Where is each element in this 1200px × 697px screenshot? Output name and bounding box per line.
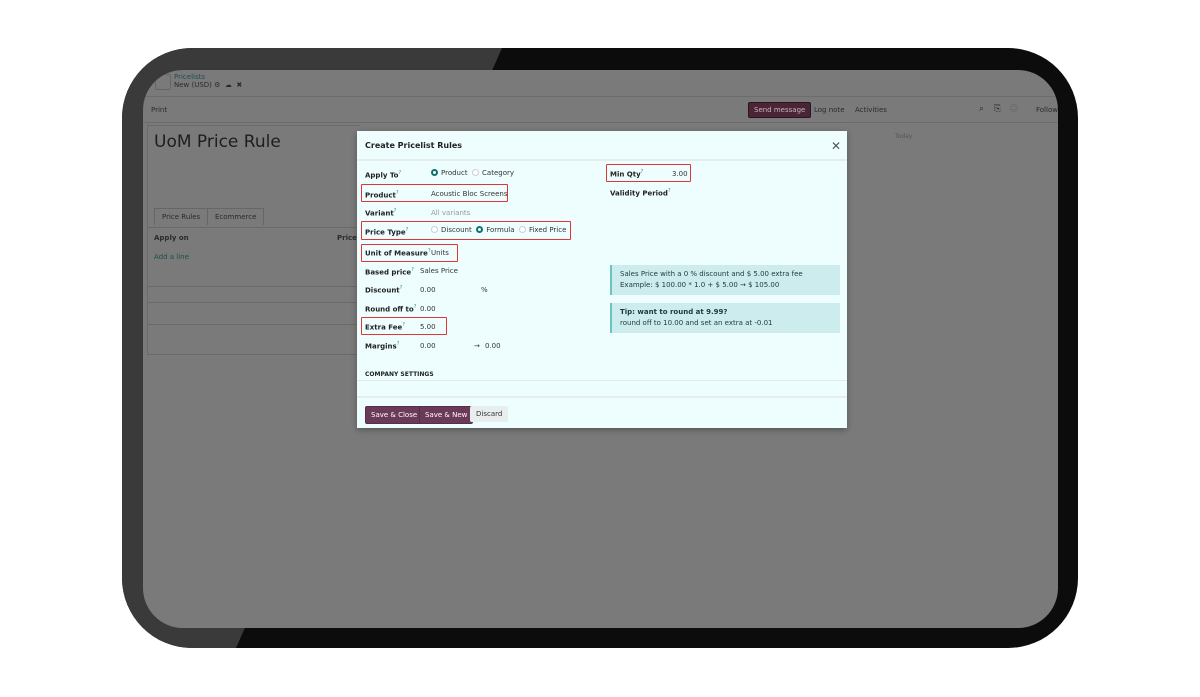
radio-formula[interactable]: Formula <box>476 226 515 234</box>
discard-icon[interactable]: ✖ <box>236 81 243 89</box>
extra-fee-field[interactable]: 5.00 <box>420 323 436 331</box>
cloud-save-icon[interactable]: ☁ <box>224 81 232 89</box>
arrow-icon: → <box>474 342 480 350</box>
record-label: New (USD) <box>174 81 212 89</box>
formula-info-alert: Sales Price with a 0 % discount and $ 5.… <box>610 265 840 295</box>
min-qty-label: Min Qty? <box>610 169 644 179</box>
close-icon[interactable]: ✕ <box>830 139 841 153</box>
breadcrumb-pricelists[interactable]: Pricelists <box>174 73 206 81</box>
info-line: Example: $ 100.00 * 1.0 + $ 5.00 → $ 105… <box>620 281 780 289</box>
percent-unit: % <box>481 286 488 294</box>
tip-line: round off to 10.00 and set an extra at -… <box>620 319 773 327</box>
dialog-header: Create Pricelist Rules ✕ <box>357 131 847 161</box>
divider <box>147 286 360 287</box>
apply-to-radio: Product Category <box>431 169 514 177</box>
tab-price-rules[interactable]: Price Rules <box>154 208 209 225</box>
discard-button[interactable]: Discard <box>470 406 509 422</box>
control-bar <box>143 97 1058 123</box>
create-pricelist-rules-dialog: Create Pricelist Rules ✕ Apply To? Produ… <box>357 131 847 428</box>
based-price-label: Based price? <box>365 267 414 277</box>
gear-icon[interactable]: ⚙ <box>214 81 221 89</box>
product-label: Product? <box>365 190 399 200</box>
form-sheet <box>147 125 360 355</box>
highlight-box <box>361 184 508 202</box>
label-text: Apply To <box>365 171 399 180</box>
min-qty-field[interactable]: 3.00 <box>672 170 688 178</box>
highlight-box <box>361 244 458 262</box>
paperclip-icon[interactable]: ⎘ <box>994 104 1002 114</box>
divider <box>147 227 360 228</box>
discount-field[interactable]: 0.00 <box>420 286 436 294</box>
info-line: Sales Price with a 0 % discount and $ 5.… <box>620 270 803 278</box>
tab-ecommerce[interactable]: Ecommerce <box>207 208 265 225</box>
round-off-field[interactable]: 0.00 <box>420 305 436 313</box>
search-icon[interactable]: ⌕ <box>979 104 985 114</box>
col-price: Price <box>337 234 357 242</box>
followers-icon[interactable]: ☺ <box>1009 104 1019 114</box>
divider <box>357 380 847 381</box>
apply-to-label: Apply To? <box>365 170 402 180</box>
uom-field[interactable]: Units <box>431 249 449 257</box>
uom-label: Unit of Measure? <box>365 248 431 258</box>
highlight-box <box>606 164 691 182</box>
today-separator: Today <box>895 133 913 140</box>
save-new-button[interactable]: Save & New <box>419 406 474 424</box>
print-button[interactable]: Print <box>151 106 168 114</box>
price-type-radio: Discount Formula Fixed Price <box>431 226 566 234</box>
follow-button[interactable]: Follow <box>1036 106 1058 114</box>
tip-title: Tip: want to round at 9.99? <box>620 308 728 316</box>
variant-label: Variant? <box>365 208 397 218</box>
save-close-button[interactable]: Save & Close <box>365 406 424 424</box>
extra-fee-label: Extra Fee? <box>365 322 405 332</box>
product-field[interactable]: Acoustic Bloc Screens <box>431 190 508 198</box>
price-type-label: Price Type? <box>365 227 409 237</box>
col-apply-on: Apply on <box>154 234 189 242</box>
radio-fixed-price[interactable]: Fixed Price <box>518 226 566 234</box>
radio-product[interactable]: Product <box>431 169 468 177</box>
max-margin-field[interactable]: 0.00 <box>485 342 501 350</box>
round-off-label: Round off to? <box>365 304 417 314</box>
send-message-button[interactable]: Send message <box>748 102 812 118</box>
divider <box>147 302 360 303</box>
variant-field[interactable]: All variants <box>431 209 471 217</box>
top-bar <box>143 70 1058 97</box>
margins-label: Margins? <box>365 341 400 351</box>
min-margin-field[interactable]: 0.00 <box>420 342 436 350</box>
add-line-link[interactable]: Add a line <box>154 253 189 261</box>
highlight-box <box>361 221 571 240</box>
company-settings-heading: COMPANY SETTINGS <box>365 371 434 378</box>
dialog-footer: Save & Close Save & New Discard <box>357 396 847 428</box>
divider <box>147 324 360 325</box>
app-icon[interactable] <box>155 74 171 90</box>
log-note-button[interactable]: Log note <box>814 106 845 114</box>
radio-category[interactable]: Category <box>472 169 514 177</box>
radio-discount[interactable]: Discount <box>431 226 472 234</box>
validity-period-label: Validity Period? <box>610 188 671 198</box>
discount-label: Discount? <box>365 285 403 295</box>
based-price-field[interactable]: Sales Price <box>420 267 458 275</box>
dialog-title: Create Pricelist Rules <box>365 141 463 150</box>
page-title: UoM Price Rule <box>154 132 281 152</box>
tip-alert: Tip: want to round at 9.99? round off to… <box>610 303 840 333</box>
activities-button[interactable]: Activities <box>855 106 887 114</box>
highlight-box <box>361 317 447 335</box>
record-name: New (USD) ⚙ ☁ ✖ <box>174 81 242 89</box>
